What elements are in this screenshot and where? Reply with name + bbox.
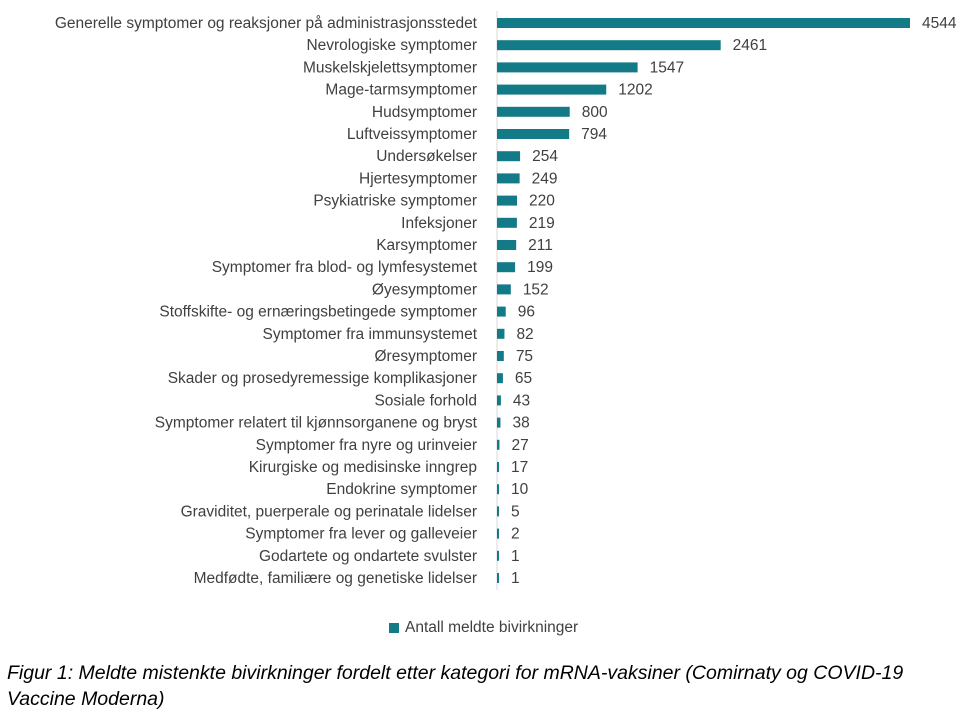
- category-label: Graviditet, puerperale og perinatale lid…: [181, 503, 477, 520]
- value-label: 10: [511, 481, 529, 498]
- bar: [497, 373, 503, 384]
- bar: [497, 550, 499, 561]
- bar: [497, 439, 500, 450]
- value-label: 96: [518, 304, 535, 321]
- category-label: Symptomer fra lever og galleveier: [245, 526, 477, 543]
- bar: [497, 528, 499, 539]
- category-label: Karsymptomer: [376, 237, 477, 254]
- value-label: 219: [529, 215, 555, 232]
- bar: [497, 306, 506, 317]
- category-label: Symptomer fra immunsystemet: [263, 326, 478, 343]
- category-label: Muskelskjelettsymptomer: [303, 59, 477, 76]
- bar: [497, 262, 516, 273]
- bar: [497, 351, 504, 361]
- chart-legend: Antall meldte bivirkninger: [389, 619, 578, 637]
- bar: [497, 129, 570, 139]
- bar: [497, 462, 499, 472]
- category-label: Hudsymptomer: [372, 104, 477, 121]
- category-label: Psykiatriske symptomer: [313, 193, 477, 210]
- bar-chart: Generelle symptomer og reaksjoner på adm…: [55, 11, 957, 590]
- bar: [497, 18, 910, 28]
- category-label: Symptomer relatert til kjønnsorganene og…: [155, 415, 478, 432]
- value-label: 199: [527, 259, 553, 276]
- category-label: Medfødte, familiære og genetiske lidelse…: [194, 570, 477, 587]
- figure-caption: Figur 1: Meldte mistenkte bivirkninger f…: [7, 662, 904, 710]
- value-label: 65: [515, 370, 532, 387]
- value-label: 17: [511, 459, 528, 476]
- category-label: Nevrologiske symptomer: [306, 37, 477, 54]
- bar: [497, 62, 638, 73]
- category-label: Skader og prosedyremessige komplikasjone…: [168, 370, 477, 387]
- bar: [497, 284, 511, 295]
- legend-label: Antall meldte bivirkninger: [405, 619, 579, 636]
- value-label: 38: [512, 415, 529, 432]
- category-label: Symptomer fra nyre og urinveier: [256, 437, 477, 454]
- category-label: Endokrine symptomer: [326, 481, 477, 498]
- value-label: 82: [516, 326, 533, 343]
- category-label: Øresymptomer: [375, 348, 478, 365]
- category-label: Infeksjoner: [401, 215, 477, 232]
- value-label: 75: [516, 348, 533, 365]
- value-label: 1: [511, 548, 520, 565]
- value-label: 2: [511, 526, 520, 543]
- category-label: Sosiale forhold: [374, 392, 477, 409]
- bar: [497, 84, 607, 95]
- bar: [497, 217, 517, 228]
- value-label: 220: [529, 193, 555, 210]
- category-label: Undersøkelser: [376, 148, 477, 165]
- bar: [497, 506, 499, 517]
- bar: [497, 240, 517, 250]
- value-label: 1: [511, 570, 520, 587]
- bar: [497, 106, 570, 117]
- legend-swatch: [389, 623, 399, 633]
- value-label: 2461: [733, 37, 767, 54]
- value-label: 800: [582, 104, 608, 121]
- bar: [497, 395, 501, 406]
- value-label: 794: [581, 126, 607, 143]
- category-label: Hjertesymptomer: [359, 170, 477, 187]
- value-label: 152: [523, 281, 549, 298]
- category-label: Luftveissymptomer: [347, 126, 477, 143]
- value-label: 1547: [650, 59, 684, 76]
- bar: [497, 573, 499, 583]
- value-label: 27: [511, 437, 528, 454]
- value-label: 43: [513, 392, 530, 409]
- value-label: 211: [528, 237, 553, 254]
- bar: [497, 417, 501, 428]
- category-label: Godartete og ondartete svulster: [259, 548, 477, 565]
- value-label: 5: [511, 503, 520, 520]
- bar: [497, 173, 520, 184]
- value-label: 249: [532, 170, 558, 187]
- category-label: Symptomer fra blod- og lymfesystemet: [212, 259, 478, 276]
- bar: [497, 484, 499, 495]
- bar: [497, 328, 505, 339]
- bar: [497, 40, 721, 51]
- value-label: 254: [532, 148, 558, 165]
- bar: [497, 195, 517, 206]
- category-label: Øyesymptomer: [372, 281, 477, 298]
- category-label: Generelle symptomer og reaksjoner på adm…: [55, 15, 478, 32]
- category-label: Kirurgiske og medisinske inngrep: [249, 459, 477, 476]
- category-label: Stoffskifte- og ernæringsbetingede sympt…: [159, 304, 477, 321]
- category-label: Mage-tarmsymptomer: [325, 82, 477, 99]
- value-label: 1202: [618, 82, 652, 99]
- bar: [497, 151, 521, 162]
- value-label: 4544: [922, 15, 957, 32]
